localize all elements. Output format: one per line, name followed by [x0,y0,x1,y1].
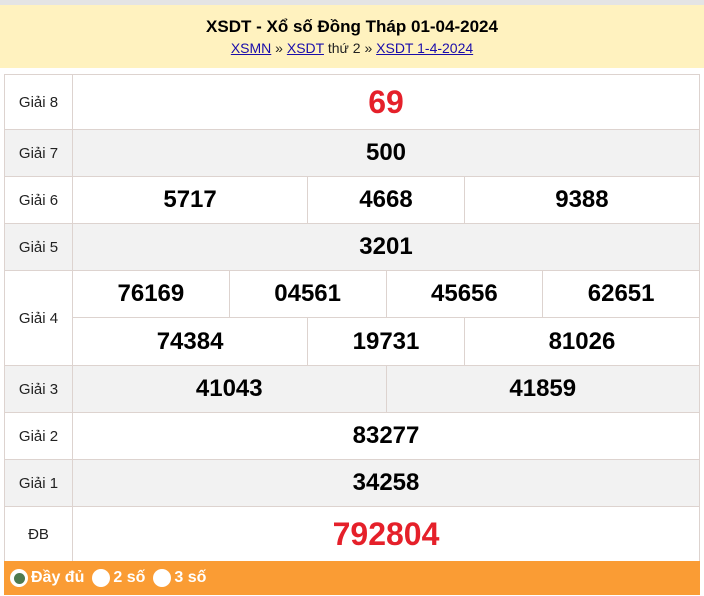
prize-number: 74384 [71,317,309,366]
crumb-text: thứ 2 » [323,40,377,56]
results-table: Giải 8 69 Giải 7 500 Giải 6 5717 4668 9388 Gi… [4,74,701,562]
row-g1: Giải 1 34258 [4,459,700,507]
prize-number: 34258 [72,459,700,507]
option-full[interactable]: Đầy đủ [10,569,84,587]
option-label: Đầy đủ [31,569,85,586]
prize-number: 500 [72,129,700,177]
prize-label: Giải 2 [4,412,73,460]
prize-number: 04561 [228,270,387,318]
prize-number: 3201 [72,223,700,271]
prize-label: Giải 3 [4,365,73,413]
radio-icon[interactable] [153,569,172,587]
crumb-date[interactable]: XSDT 1-4-2024 [376,40,474,56]
row-g5: Giải 5 3201 [4,223,700,271]
prize-number: 5717 [71,176,309,224]
prize-number: 81026 [463,317,701,366]
page-title: XSDT - Xổ số Đồng Tháp 01-04-2024 [206,17,498,36]
top-bar [0,0,704,5]
prize-number: 69 [72,74,700,130]
row-g3: Giải 3 41043 41859 [4,365,700,413]
header: XSDT - Xổ số Đồng Tháp 01-04-2024 XSMN »… [0,5,704,68]
prize-number: 4668 [307,176,465,224]
prize-label: Giải 1 [4,459,73,507]
prize-label: Giải 4 [4,270,73,366]
prize-number: 45656 [385,270,544,318]
prize-number: 9388 [463,176,701,224]
row-g2: Giải 2 83277 [4,412,700,460]
prize-label: ĐB [4,506,73,562]
option-label: 2 số [113,569,146,586]
prize-label: Giải 8 [4,74,73,130]
option-label: 3 số [174,569,207,586]
radio-selected-icon[interactable] [10,569,28,587]
prize-number: 76169 [72,270,230,318]
display-options: Đầy đủ 2 số 3 số [4,561,700,595]
crumb-xsdt[interactable]: XSDT [286,40,324,56]
prize-label: Giải 6 [4,176,73,224]
prize-number: 62651 [542,270,700,318]
prize-label: Giải 7 [4,129,73,177]
row-g4b: 74384 19731 81026 [5,317,701,366]
crumb-xsmn[interactable]: XSMN [230,40,272,56]
prize-number: 792804 [72,506,700,562]
row-g4: Giải 4 76169 04561 45656 62651 [4,270,700,366]
prize-number: 41043 [72,365,387,413]
option-3-digits[interactable]: 3 số [153,569,206,587]
row-g6: Giải 6 5717 4668 9388 [4,176,701,224]
crumb-sep: » [271,40,287,56]
prize-number: 19731 [307,317,465,366]
row-db: ĐB 792804 [4,506,700,562]
row-g7: Giải 7 500 [4,129,700,177]
row-g8: Giải 8 69 [4,74,700,130]
prize-number: 41859 [385,365,700,413]
radio-icon[interactable] [92,569,111,587]
option-2-digits[interactable]: 2 số [92,569,145,587]
breadcrumb: XSMN » XSDT thứ 2 » XSDT 1-4-2024 [0,40,704,56]
prize-label: Giải 5 [4,223,73,271]
prize-number: 83277 [72,412,700,460]
